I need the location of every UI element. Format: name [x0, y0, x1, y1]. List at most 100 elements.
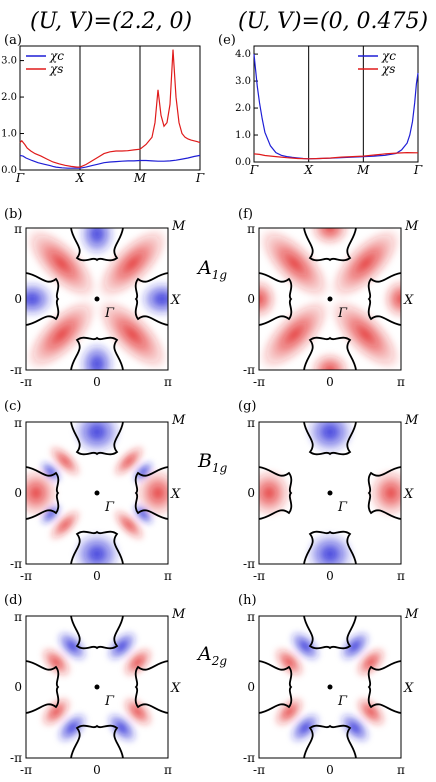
y-tick-label: 2.0: [1, 92, 17, 103]
x-tick-label: Γ: [249, 163, 259, 177]
fermi-contour: [259, 272, 293, 326]
x-tick-label: -π: [253, 375, 265, 389]
map-frame: [25, 227, 169, 371]
red-weight: [259, 228, 330, 299]
red-weight: [330, 228, 401, 299]
blue-weight: [39, 503, 63, 526]
edge-label: X: [170, 487, 181, 502]
x-tick-label: X: [75, 171, 85, 185]
red-weight: [383, 279, 401, 319]
map-panel-d: Γ M Xπ 0 -π-π 0 π: [10, 607, 186, 777]
red-weight: [97, 228, 168, 299]
x-tick-label: 0: [326, 569, 334, 583]
red-weight: [48, 508, 82, 542]
gamma-point: [94, 490, 100, 496]
edge-label: X: [170, 681, 181, 696]
weight-field: [273, 630, 387, 744]
gamma-point: [327, 296, 333, 302]
blue-weight: [306, 532, 354, 564]
x-tick-label: 0: [326, 375, 334, 389]
y-tick-label: 0: [247, 486, 255, 500]
gamma-label: Γ: [337, 306, 348, 321]
fermi-surface: [26, 228, 168, 370]
y-tick-label: -π: [10, 557, 22, 571]
x-tick-label: π: [164, 375, 172, 389]
right-column-title: (U, V)=(0, 0.475): [238, 9, 428, 34]
red-weight: [273, 646, 305, 678]
y-tick-label: -π: [243, 363, 255, 377]
gamma-label: Γ: [104, 500, 115, 515]
red-weight: [259, 469, 291, 517]
blue-weight: [79, 342, 115, 370]
x-tick-label: π: [397, 375, 405, 389]
map-panel-g: Γ M Xπ 0 -π-π 0 π: [243, 413, 419, 583]
fermi-contour: [26, 466, 60, 520]
blue-weight: [106, 712, 138, 744]
red-weight: [112, 508, 146, 542]
y-tick-label: 0: [247, 680, 255, 694]
fermi-contour: [367, 272, 401, 326]
fermi-contour: [259, 660, 293, 714]
y-tick-label: 0.0: [235, 157, 251, 168]
x-tick-label: M: [356, 163, 370, 177]
gamma-point: [94, 684, 100, 690]
panel-letter-d: (d): [4, 593, 22, 608]
legend-label: χc: [49, 49, 64, 63]
fermi-contour: [70, 228, 124, 262]
red-weight: [26, 228, 97, 299]
blue-weight: [339, 630, 371, 662]
symmetry-label-b1g: B1g: [197, 450, 228, 475]
symmetry-label-a2g: A2g: [196, 643, 227, 668]
y-tick-label: π: [247, 416, 255, 430]
red-weight: [136, 469, 168, 517]
plot-frame: [253, 45, 419, 163]
fermi-surface: [26, 422, 168, 564]
series-line: [19, 49, 201, 168]
panel-letter-c: (c): [4, 399, 21, 414]
y-tick-label: 0.0: [1, 165, 17, 176]
panel-letter-h: (h): [238, 593, 257, 608]
series-line: [19, 154, 201, 169]
map-frame: [258, 227, 402, 371]
red-weight: [310, 352, 350, 370]
blue-weight: [56, 712, 88, 744]
red-weight: [97, 299, 168, 370]
fermi-surface: [259, 228, 401, 370]
y-tick-label: -π: [10, 363, 22, 377]
fermi-contour: [303, 336, 357, 370]
x-tick-label: Γ: [15, 171, 25, 185]
x-tick-label: -π: [20, 763, 32, 777]
x-tick-label: 0: [93, 375, 101, 389]
red-weight: [330, 299, 401, 370]
blue-weight: [26, 281, 54, 317]
blue-weight: [289, 712, 321, 744]
gamma-label: Γ: [104, 306, 115, 321]
red-weight: [40, 646, 72, 678]
y-tick-label: 2.0: [235, 103, 251, 114]
blue-weight: [73, 532, 121, 564]
gamma-label: Γ: [337, 500, 348, 515]
map-panel-b: Γ M Xπ 0 -π-π 0 π: [10, 219, 186, 389]
fermi-surface: [259, 422, 401, 564]
x-tick-label: Γ: [195, 171, 205, 185]
fermi-contour: [367, 466, 401, 520]
fermi-contour: [259, 466, 293, 520]
fermi-surface: [259, 616, 401, 758]
x-tick-label: 0: [93, 763, 101, 777]
edge-label: X: [403, 293, 414, 308]
corner-label: M: [404, 413, 419, 428]
red-weight: [122, 646, 154, 678]
symmetry-label-a1g: A1g: [196, 257, 227, 282]
fermi-surface: [26, 616, 168, 758]
fermi-contour: [303, 616, 357, 650]
x-tick-label: M: [133, 171, 147, 185]
y-tick-label: π: [247, 610, 255, 624]
map-panel-h: Γ M Xπ 0 -π-π 0 π: [243, 607, 419, 777]
y-tick-label: π: [14, 610, 22, 624]
x-tick-label: π: [397, 569, 405, 583]
blue-weight: [306, 422, 354, 454]
fermi-contour: [367, 660, 401, 714]
y-tick-label: 0: [14, 292, 22, 306]
fermi-contour: [303, 422, 357, 456]
